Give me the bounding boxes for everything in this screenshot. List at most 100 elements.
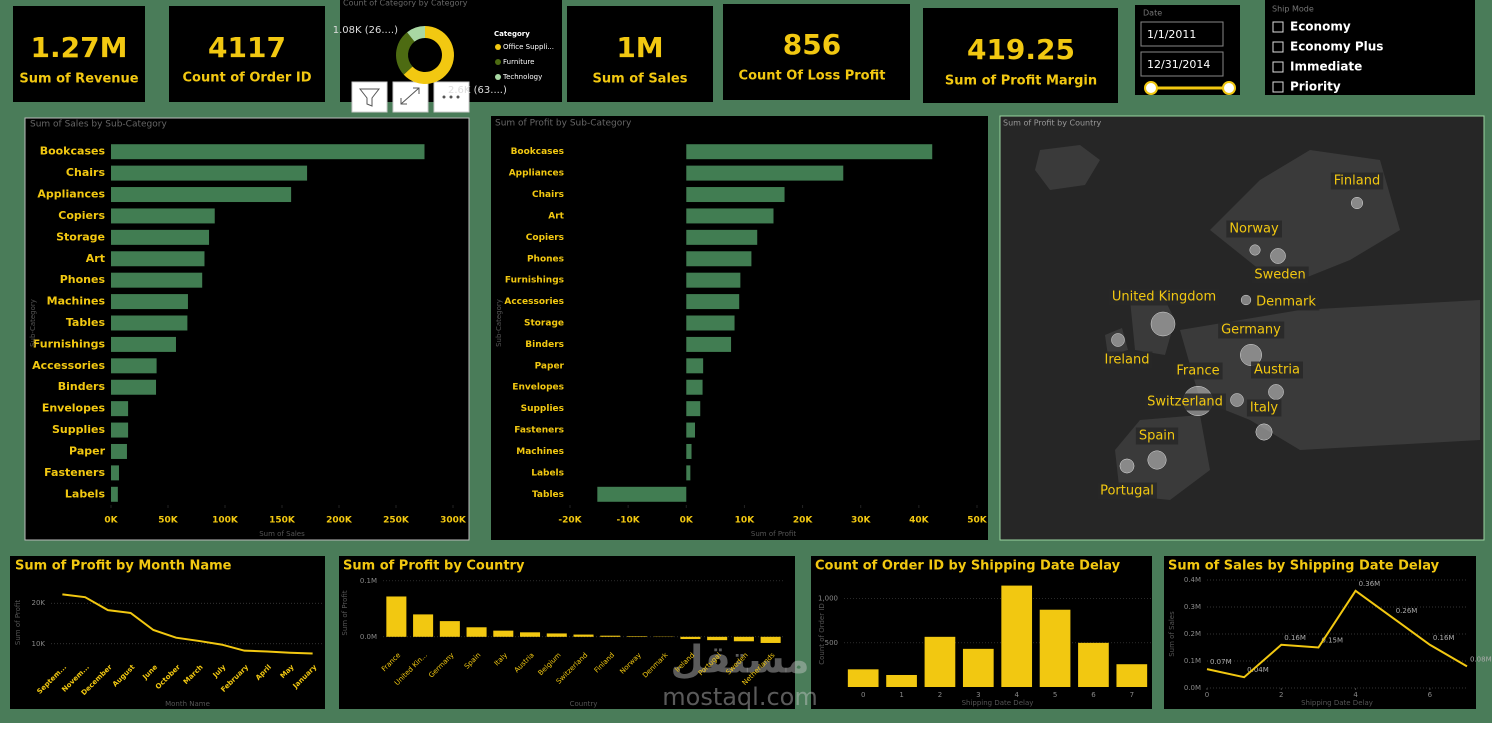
y-axis-label: Sub-Category (29, 299, 37, 347)
y-tick-label: Art (86, 252, 105, 265)
bar (597, 486, 687, 502)
bar (686, 315, 735, 331)
bar (686, 229, 758, 245)
watermark: مستقل (671, 638, 810, 682)
slicer-title: Date (1143, 9, 1162, 18)
bar-panel (491, 116, 988, 540)
map-label-bg (1101, 351, 1153, 369)
legend-entry: Technology (502, 73, 542, 81)
ship-mode-slicer (1265, 0, 1475, 95)
y-tick-label: 0.1M (1184, 657, 1201, 665)
y-tick-label: Paper (535, 361, 565, 371)
date-input[interactable] (1140, 21, 1224, 47)
map-bubble (1249, 244, 1261, 256)
slicer-option: Economy (1290, 20, 1351, 34)
map-label-bg (1253, 293, 1320, 311)
y-tick-label: Labels (65, 487, 106, 500)
card (723, 4, 910, 100)
bar (546, 633, 567, 637)
y-tick-label: 0.0M (360, 633, 377, 641)
range-handle[interactable] (1144, 81, 1158, 95)
bar (686, 401, 701, 417)
x-axis-label: Month Name (165, 700, 210, 708)
checkbox[interactable] (1272, 81, 1284, 93)
data-label: 0.04M (1247, 666, 1269, 674)
bar (111, 379, 157, 395)
x-tick-label: 0 (1205, 691, 1209, 699)
card-value: 1.27M (31, 31, 128, 64)
map-label-bg (1330, 172, 1384, 190)
map-country-label: Austria (1254, 363, 1300, 378)
legend-marker (495, 44, 501, 50)
map-label-bg (1218, 321, 1285, 339)
map-country-label: Denmark (1256, 295, 1316, 310)
line-panel (10, 556, 325, 709)
data-label: 0.15M (1321, 637, 1343, 645)
data-label: 0.26M (1396, 607, 1418, 615)
y-tick-label: Machines (516, 447, 564, 457)
y-tick-label: 0.1M (360, 577, 377, 585)
bar (111, 208, 215, 224)
chart-title: Sum of Profit by Month Name (15, 559, 232, 574)
map-label-bg (1246, 399, 1282, 417)
filter-button[interactable] (351, 81, 388, 113)
bar (413, 614, 434, 637)
date-start: 1/1/2011 (1147, 28, 1196, 41)
line (62, 593, 313, 655)
bar (111, 422, 129, 438)
y-tick-label: Fasteners (514, 426, 564, 436)
card-label: Count of Order ID (183, 71, 312, 86)
legend-entry: Furniture (503, 58, 534, 66)
x-tick-label: 250K (383, 516, 410, 526)
map-country-label: Finland (1334, 174, 1380, 189)
y-tick-label: Envelopes (42, 402, 106, 415)
legend-entry: Office Suppli... (503, 43, 554, 51)
x-tick-label: 4 (1014, 691, 1019, 699)
map-title: Sum of Profit by Country (1003, 119, 1102, 128)
map-country-label: Sweden (1254, 268, 1305, 283)
card-label: Sum of Sales (593, 72, 688, 87)
x-tick-label: 100K (212, 516, 239, 526)
slicer-option: Priority (1290, 80, 1341, 94)
map-bubble (1255, 423, 1273, 441)
map-bubble (1111, 333, 1125, 347)
y-tick-label: Accessories (32, 359, 105, 372)
data-label: 0.07M (1210, 658, 1232, 666)
bar (686, 272, 741, 288)
date-input[interactable] (1140, 51, 1224, 77)
checkbox[interactable] (1272, 21, 1284, 33)
bar (686, 422, 696, 438)
bar (111, 443, 127, 459)
focus-button[interactable] (392, 81, 429, 113)
x-tick-label: 0K (680, 516, 694, 526)
bar (111, 251, 205, 267)
y-tick-label: Fasteners (44, 466, 105, 479)
card (923, 8, 1118, 103)
map-bubble (1147, 450, 1167, 470)
donut-slice (407, 26, 425, 42)
y-tick-label: 500 (825, 639, 838, 647)
x-tick-label: 30K (851, 516, 872, 526)
bar (1039, 609, 1071, 687)
x-tick-label: 2 (938, 691, 942, 699)
x-axis-label: Sum of Profit (751, 530, 796, 538)
y-tick-label: 10K (32, 640, 46, 648)
bar (847, 669, 879, 687)
card-label: Sum of Revenue (19, 72, 138, 87)
card (567, 6, 713, 102)
checkbox[interactable] (1272, 61, 1284, 73)
map-bubble (1270, 248, 1286, 264)
y-tick-label: 20K (32, 599, 46, 607)
x-tick-label: 1 (899, 691, 903, 699)
data-label: 0.16M (1284, 634, 1306, 642)
range-handle[interactable] (1222, 81, 1236, 95)
bar (962, 648, 994, 687)
checkbox[interactable] (1272, 41, 1284, 53)
x-axis-label: Country (570, 700, 598, 708)
y-tick-label: 0.3M (1184, 603, 1201, 611)
map-bubble (1119, 458, 1135, 474)
more-dot (442, 95, 446, 99)
slicer-option: Immediate (1290, 60, 1362, 74)
y-tick-label: Bookcases (511, 147, 564, 157)
x-axis-label: Shipping Date Delay (1301, 699, 1373, 707)
